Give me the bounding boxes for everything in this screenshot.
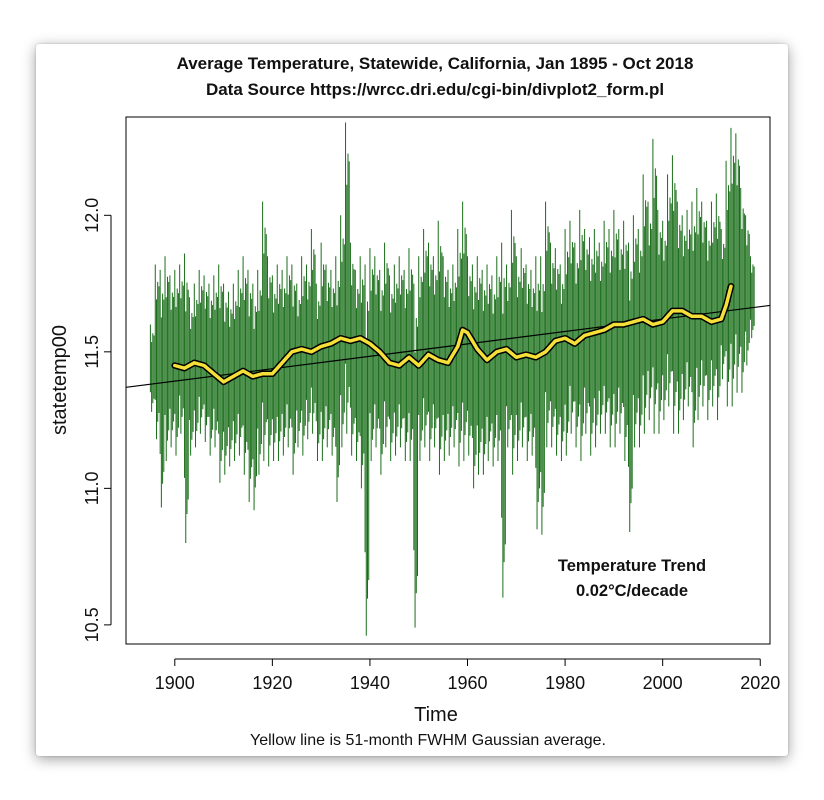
chart-card: Average Temperature, Statewide, Californ… — [36, 44, 788, 756]
x-axis-label: Time — [414, 704, 458, 726]
x-tick-label-1900: 1900 — [155, 673, 195, 693]
y-tick-label-11: 11.0 — [82, 472, 102, 506]
trend-annotation-value: 0.02°C/decade — [576, 582, 688, 600]
x-tick-label-1960: 1960 — [447, 673, 487, 693]
x-tick-label-2020: 2020 — [740, 673, 780, 693]
x-axis: 1900 1920 1940 1960 1980 2000 2020 — [155, 658, 780, 693]
y-tick-label-10.5: 10.5 — [82, 607, 102, 642]
y-axis-label: statetemp00 — [49, 325, 71, 435]
x-tick-label-1940: 1940 — [350, 673, 390, 693]
y-tick-label-11.5: 11.5 — [82, 335, 102, 369]
trend-annotation-title: Temperature Trend — [558, 557, 706, 575]
y-tick-label-12: 12.0 — [82, 198, 102, 233]
gaussian-average-line — [173, 284, 733, 384]
caption-note: Yellow line is 51-month FWHM Gaussian av… — [250, 732, 606, 749]
temperature-chart: Average Temperature, Statewide, Californ… — [49, 54, 780, 749]
chart-subtitle: Data Source https://wrcc.dri.edu/cgi-bin… — [206, 80, 664, 99]
x-tick-label-1920: 1920 — [252, 673, 292, 693]
plot-frame — [125, 116, 771, 645]
gaussian-average-layer — [171, 283, 735, 386]
x-tick-label-1980: 1980 — [545, 673, 585, 693]
chart-title: Average Temperature, Statewide, Californ… — [177, 54, 694, 73]
x-tick-label-2000: 2000 — [643, 673, 683, 693]
y-axis: 10.5 11.0 11.5 12.0 — [82, 198, 112, 642]
